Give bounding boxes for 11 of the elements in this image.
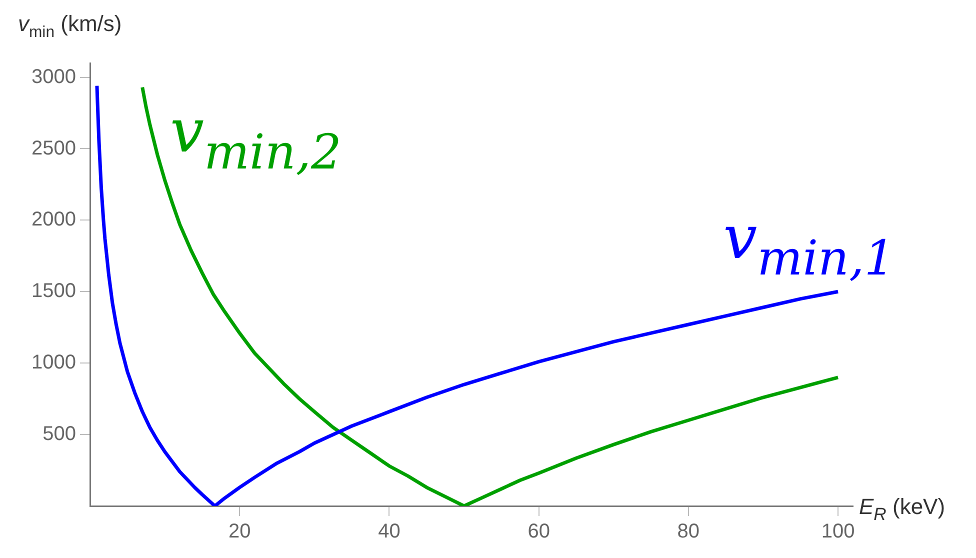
y-tick-label: 3000 xyxy=(32,66,76,88)
x-tick-label: 20 xyxy=(228,520,251,543)
x-tick-label: 100 xyxy=(821,520,855,543)
x-tick-label: 60 xyxy=(528,520,550,543)
x-tick-label: 40 xyxy=(378,520,400,543)
y-tick-label: 2500 xyxy=(32,137,76,160)
y-tick-label: 2000 xyxy=(32,208,76,231)
y-tick-label: 500 xyxy=(42,423,76,446)
y-tick-label: 1000 xyxy=(32,352,76,374)
x-tick-label: 80 xyxy=(677,520,700,543)
y-tick-label: 1500 xyxy=(32,280,76,302)
